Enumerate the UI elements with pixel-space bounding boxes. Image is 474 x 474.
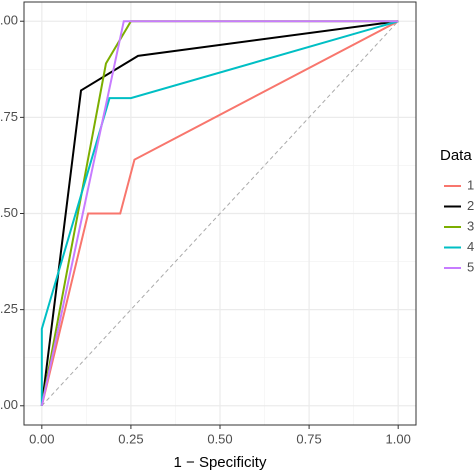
legend-label: 2 bbox=[467, 198, 474, 213]
roc-line bbox=[40, 20, 399, 406]
legend-title: Data bbox=[440, 147, 472, 164]
x-tick-label: 0.50 bbox=[207, 431, 232, 446]
x-tick-label: 0.00 bbox=[29, 431, 54, 446]
reference-diagonal bbox=[41, 20, 399, 407]
x-tick-label: 1.00 bbox=[386, 431, 411, 446]
legend-label: 1 bbox=[467, 177, 474, 192]
y-tick-label: 1.00 bbox=[0, 13, 18, 28]
x-tick-label: 0.75 bbox=[296, 431, 321, 446]
y-tick-label: 0.50 bbox=[0, 205, 18, 220]
roc-line bbox=[40, 20, 399, 406]
roc-line bbox=[40, 20, 399, 406]
legend-label: 3 bbox=[467, 218, 474, 233]
y-tick-label: 0.00 bbox=[0, 397, 18, 412]
x-axis-title: 1 − Specificity bbox=[174, 454, 267, 471]
x-tick-label: 0.25 bbox=[118, 431, 143, 446]
roc-line bbox=[40, 20, 399, 407]
legend-label: 4 bbox=[467, 239, 474, 254]
panel-border bbox=[23, 1, 417, 426]
legend-label: 5 bbox=[467, 259, 474, 274]
y-tick-label: 0.25 bbox=[0, 301, 18, 316]
y-tick-label: 0.75 bbox=[0, 109, 18, 124]
